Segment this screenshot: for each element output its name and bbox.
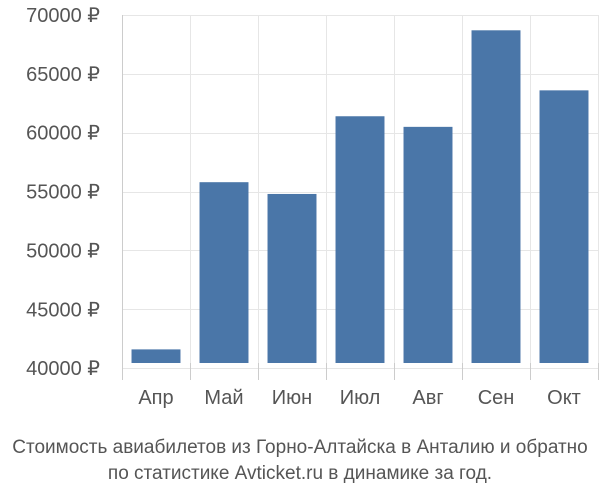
x-tick-label: Окт xyxy=(547,387,581,409)
chart-caption-line-2: по статистике Avticket.ru в динамике за … xyxy=(107,463,493,484)
x-tick-label: Май xyxy=(204,387,243,409)
bars xyxy=(131,30,589,364)
bar-Июл xyxy=(335,116,385,364)
y-tick-label: 40000 ₽ xyxy=(26,358,100,380)
y-tick-label: 45000 ₽ xyxy=(26,299,100,321)
bar-Окт xyxy=(539,90,589,364)
bar-Май xyxy=(199,182,249,363)
y-tick-label: 55000 ₽ xyxy=(26,182,100,204)
x-tick-label: Авг xyxy=(412,387,443,409)
x-tick-label: Июн xyxy=(272,387,312,409)
chart-caption-line-1: Стоимость авиабилетов из Горно-Алтайска … xyxy=(12,437,588,458)
x-tick-label: Июл xyxy=(340,387,381,409)
bar-Июн xyxy=(267,193,317,363)
y-tick-label: 60000 ₽ xyxy=(26,123,100,145)
price-bar-chart: 40000 ₽ 45000 ₽ 50000 ₽ 55000 ₽ 60000 ₽ 65000… xyxy=(26,5,599,409)
y-tick-label: 50000 ₽ xyxy=(26,240,100,262)
x-tick-labels: Апр Май Июн Июл Авг Сен Окт xyxy=(138,387,581,409)
x-tick-label: Сен xyxy=(478,387,515,409)
y-tick-label: 65000 ₽ xyxy=(26,64,100,86)
bar-Сен xyxy=(471,30,521,363)
y-tick-label: 70000 ₽ xyxy=(26,5,100,27)
x-tick-label: Апр xyxy=(138,387,173,409)
axes xyxy=(122,15,599,380)
y-tick-labels: 40000 ₽ 45000 ₽ 50000 ₽ 55000 ₽ 60000 ₽ 65000… xyxy=(26,5,100,380)
bar-Авг xyxy=(403,126,453,364)
bar-Апр xyxy=(131,349,181,363)
